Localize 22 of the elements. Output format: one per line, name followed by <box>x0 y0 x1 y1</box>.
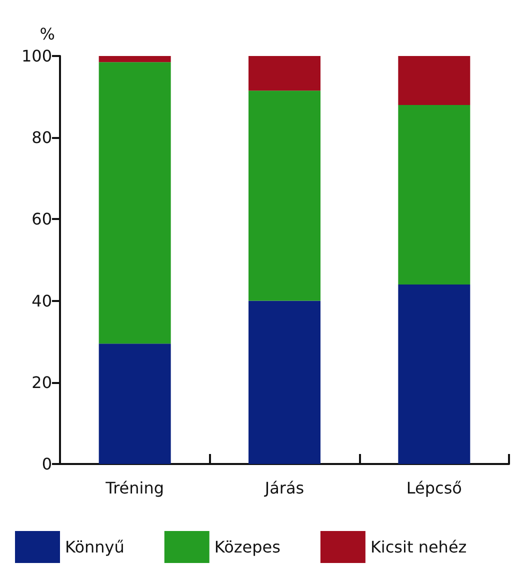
y-tick-label: 80 <box>32 128 52 148</box>
bar <box>98 56 171 62</box>
y-tick-label: 60 <box>32 210 52 229</box>
bar <box>98 62 171 344</box>
legend-label: Közepes <box>214 538 280 556</box>
legend-label: Kicsit nehéz <box>370 538 467 556</box>
bar <box>248 56 320 91</box>
y-axis-title: % <box>40 24 55 44</box>
bar <box>248 300 320 464</box>
bar <box>248 90 320 301</box>
y-tick-label: 20 <box>32 372 52 392</box>
x-tick-label: Tréning <box>104 478 164 498</box>
x-tick-label: Lépcső <box>406 478 462 498</box>
y-tick-label: 0 <box>42 454 52 474</box>
bar <box>398 284 470 464</box>
bar <box>398 56 470 105</box>
y-tick-label: 40 <box>32 291 52 310</box>
y-tick-label: 100 <box>21 46 52 66</box>
x-tick-label: Járás <box>264 478 304 498</box>
bar <box>98 344 171 464</box>
bar <box>398 104 470 284</box>
legend-label: Könnyű <box>65 538 124 556</box>
